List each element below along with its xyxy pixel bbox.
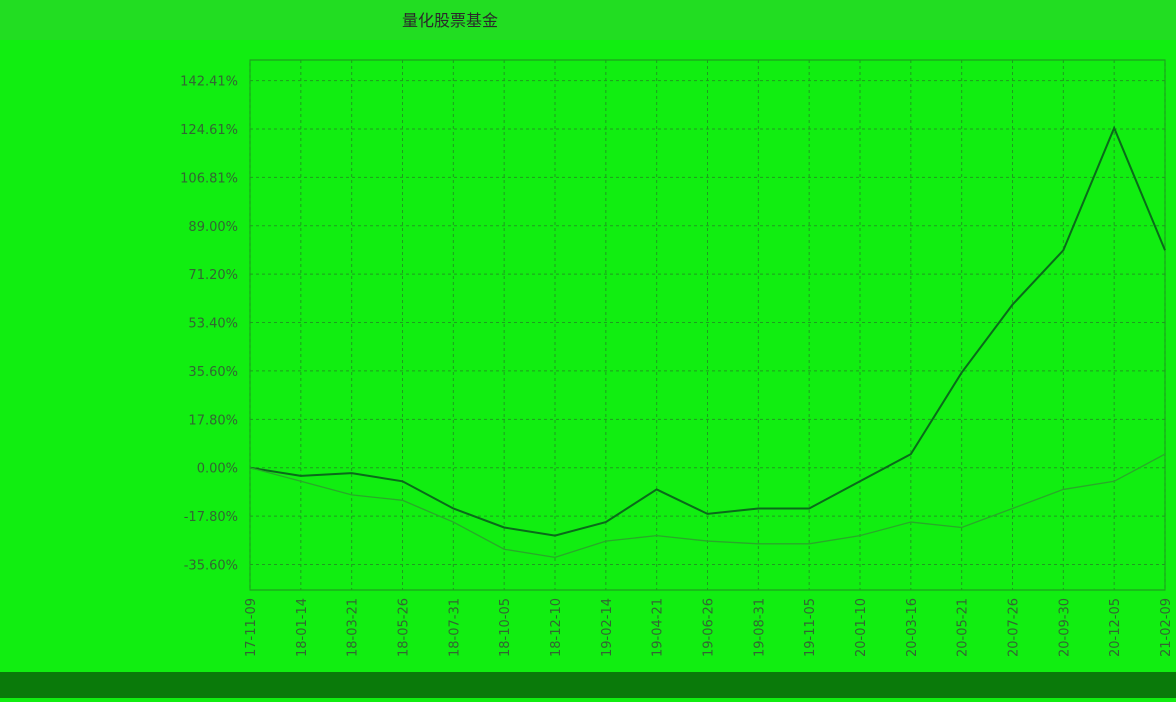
y-tick-label: 106.81%	[180, 171, 238, 186]
x-tick-label: 19-02-14	[600, 598, 615, 657]
x-tick-label: 17-11-09	[244, 598, 259, 657]
x-tick-label: 18-01-14	[295, 598, 310, 657]
x-tick-label: 20-03-16	[905, 598, 920, 657]
x-tick-label: 20-05-21	[956, 598, 971, 657]
y-tick-label: 0.00%	[197, 462, 238, 477]
header-band	[0, 0, 1176, 40]
chart-title: 量化股票基金	[402, 11, 498, 30]
y-tick-label: 124.61%	[180, 123, 238, 138]
y-tick-label: 89.00%	[188, 220, 238, 235]
y-tick-label: -35.60%	[184, 558, 238, 573]
x-tick-label: 18-07-31	[447, 598, 462, 657]
y-tick-label: -17.80%	[184, 510, 238, 525]
x-tick-label: 20-09-30	[1057, 598, 1072, 657]
series-line	[249, 453, 1166, 559]
x-tick-label: 20-01-10	[854, 598, 869, 657]
x-tick-label: 18-03-21	[346, 598, 361, 657]
x-tick-label: 19-11-05	[803, 598, 818, 657]
x-tick-label: 19-06-26	[702, 598, 717, 657]
y-tick-label: 53.40%	[188, 317, 238, 332]
y-tick-label: 17.80%	[188, 413, 238, 428]
x-tick-label: 18-10-05	[498, 598, 513, 657]
x-tick-label: 18-05-26	[397, 598, 412, 657]
footer-band	[0, 672, 1176, 698]
x-tick-label: 19-08-31	[752, 598, 767, 657]
x-tick-label: 20-07-26	[1007, 598, 1022, 657]
y-tick-label: 71.20%	[188, 268, 238, 283]
x-tick-label: 18-12-10	[549, 598, 564, 657]
series-line	[249, 125, 1166, 537]
y-tick-label: 142.41%	[180, 75, 238, 90]
x-tick-label: 21-02-09	[1159, 598, 1174, 657]
y-tick-label: 35.60%	[188, 365, 238, 380]
x-tick-label: 20-12-05	[1108, 598, 1123, 657]
x-tick-label: 19-04-21	[651, 598, 666, 657]
